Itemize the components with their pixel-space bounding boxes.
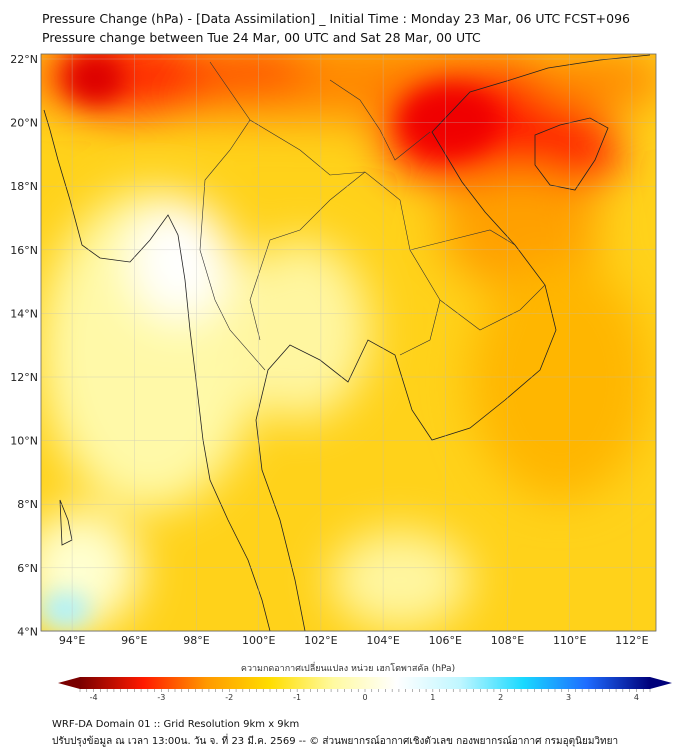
lat-tick-label: 8°N (17, 498, 38, 511)
colorbar-min-extend (58, 677, 80, 689)
pressure-change-field (41, 54, 656, 631)
lat-tick-label: 6°N (17, 562, 38, 575)
lat-tick-label: 12°N (10, 371, 38, 384)
colorbar-label: ความกดอากาศเปลี่ยนแปลง หน่วย เฮกโตพาสคัล… (241, 661, 455, 674)
lon-tick-label: 102°E (304, 634, 337, 647)
footer-update-info: ปรับปรุงข้อมูล ณ เวลา 13:00น. วัน จ. ที่… (52, 736, 619, 747)
lat-tick-label: 20°N (10, 117, 38, 130)
lat-tick-label: 22°N (10, 53, 38, 66)
colorbar-tick-label: 4 (634, 693, 639, 702)
lat-tick-label: 4°N (17, 625, 38, 638)
lon-tick-label: 108°E (491, 634, 524, 647)
colorbar-tick-label: 1 (430, 693, 435, 702)
lat-tick-label: 14°N (10, 307, 38, 320)
lon-tick-label: 104°E (366, 634, 399, 647)
lat-tick-label: 16°N (10, 244, 38, 257)
lon-tick-label: 110°E (553, 634, 586, 647)
lon-tick-label: 112°E (615, 634, 648, 647)
graticule (41, 54, 656, 632)
colorbar-tick-label: 3 (566, 693, 571, 702)
colorbar-tick-label: 0 (362, 693, 367, 702)
lon-tick-label: 96°E (121, 634, 147, 647)
lat-tick-label: 18°N (10, 180, 38, 193)
map-subtitle: Pressure change between Tue 24 Mar, 00 U… (42, 30, 481, 45)
colorbar-tick-label: -2 (225, 693, 233, 702)
colorbar-max-extend (650, 677, 672, 689)
lon-tick-label: 106°E (429, 634, 462, 647)
colorbar-tick-label: -1 (293, 693, 301, 702)
map-frame (40, 53, 657, 632)
colorbar-tick-label: -3 (157, 693, 165, 702)
lat-tick-label: 10°N (10, 435, 38, 448)
lon-tick-label: 94°E (59, 634, 85, 647)
borders (199, 61, 546, 371)
colorbar-tick-label: -4 (90, 693, 98, 702)
footer-model-info: WRF-DA Domain 01 :: Grid Resolution 9km … (52, 719, 300, 730)
colorbar (80, 677, 650, 689)
colorbar-tick-label: 2 (498, 693, 503, 702)
map-title: Pressure Change (hPa) - [Data Assimilati… (42, 11, 630, 26)
lon-tick-label: 100°E (242, 634, 275, 647)
lon-tick-label: 98°E (183, 634, 209, 647)
